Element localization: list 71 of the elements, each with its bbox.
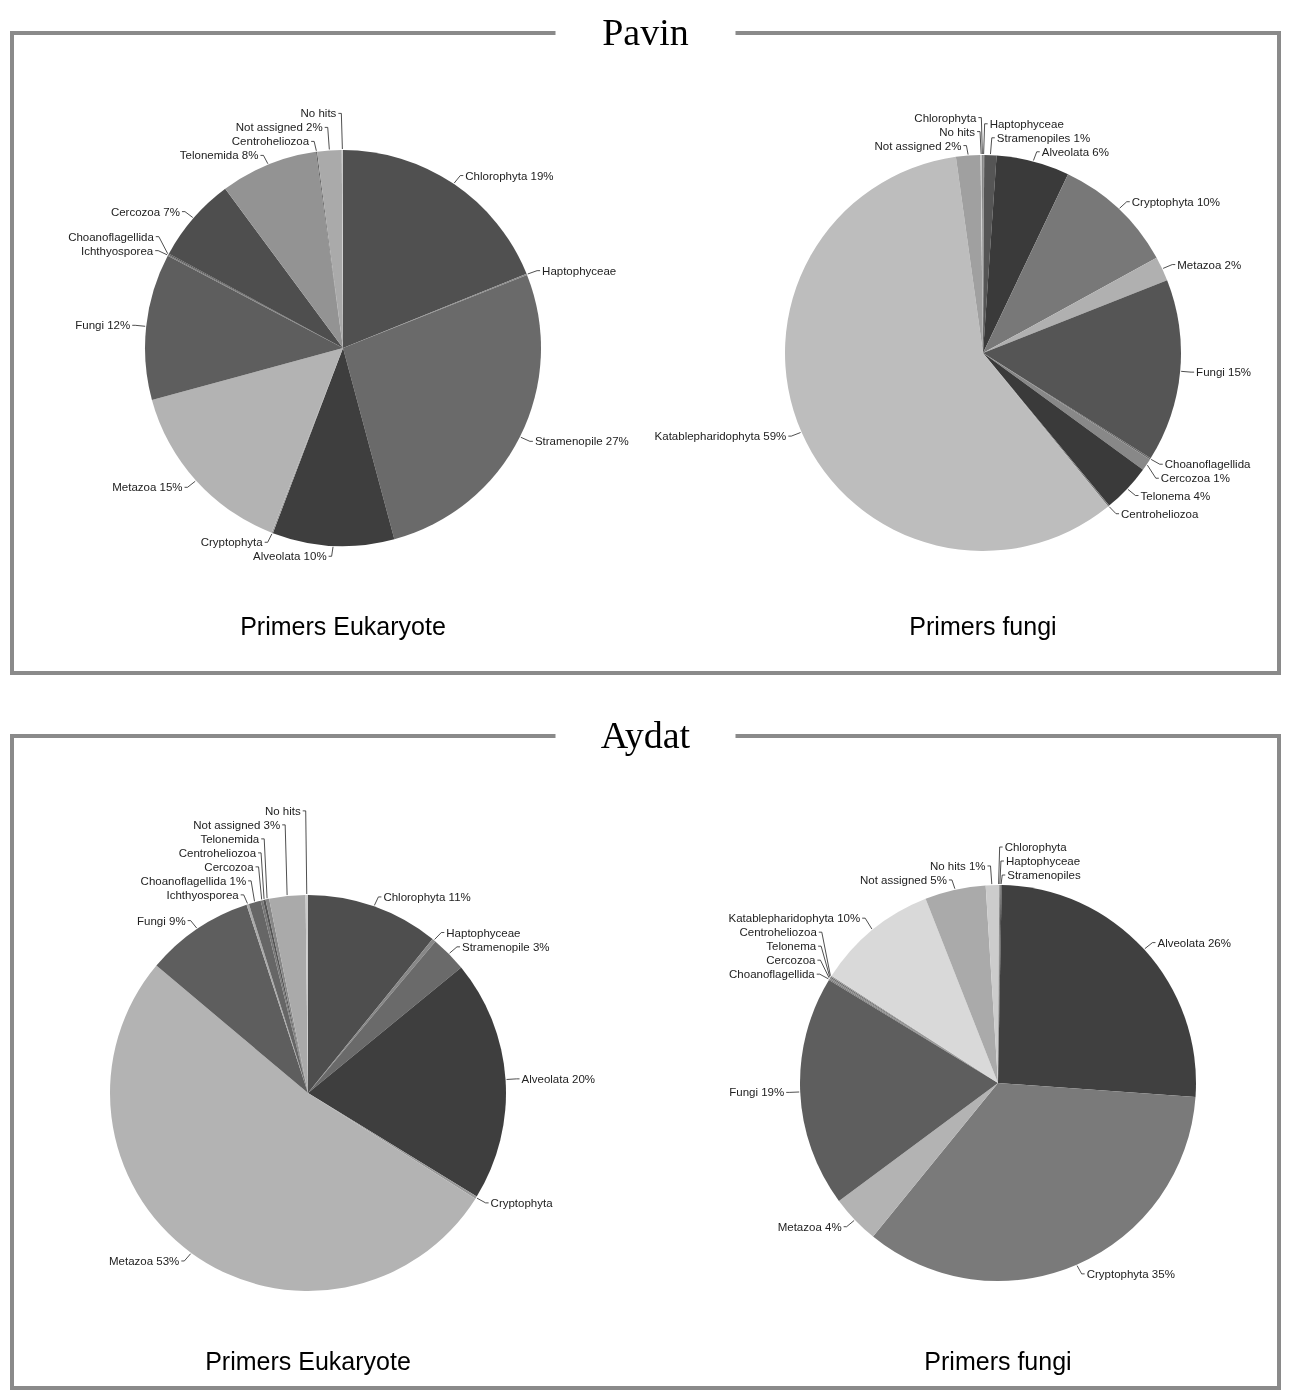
slice-label: Alveolata 6% [1041, 145, 1109, 158]
text: Aydat [600, 714, 691, 756]
text: Primers fungi [924, 1347, 1072, 1375]
slice-label: Not assigned 5% [859, 873, 947, 886]
slice-label: Metazoa 4% [777, 1220, 842, 1233]
slice-label: Chlorophyta [914, 111, 977, 124]
slice-label: Metazoa 53% [109, 1255, 180, 1267]
slice-label: Choanoflagellida [68, 230, 155, 243]
slice-label: Haptophyceae [446, 926, 521, 939]
slice-label: Centroheliozoa [231, 135, 310, 148]
slice-label: Telonemida 8% [179, 149, 259, 162]
slice-label: Stramenopiles 1% [996, 131, 1091, 144]
slice-label: Haptophyceae [989, 117, 1064, 130]
slice-label: Alveolata 10% [253, 550, 327, 563]
slice-label: Stramenopiles [1007, 869, 1081, 882]
slice-label: Katablepharidophyta 10% [728, 912, 861, 925]
slice-label: Centroheliozoa [178, 846, 257, 859]
slice-label: Cryptophyta [200, 536, 264, 549]
slice-label: Telonemida [200, 832, 260, 845]
slice-label: Fungi 12% [75, 319, 131, 332]
slice-label: Not assigned 2% [235, 121, 323, 134]
text: Primers Eukaryote [205, 1347, 411, 1375]
slice-label: Fungi 9% [137, 914, 186, 927]
slice-label: Metazoa 2% [1177, 258, 1242, 271]
slice-label: No hits [939, 125, 976, 138]
slice-label: No hits [264, 804, 301, 817]
slice-label: Cercozoa 1% [1160, 472, 1230, 485]
pie-slice [272, 348, 395, 546]
slice-label: Fungi 19% [729, 1086, 785, 1099]
text: Primers Eukaryote [240, 612, 446, 640]
pie-slice [983, 257, 1168, 353]
pie-slice [785, 156, 1109, 551]
slice-label: Stramenopile 3% [461, 940, 550, 953]
slice-label: Not assigned 2% [874, 139, 962, 152]
slice-label: Cryptophyta [490, 1196, 554, 1209]
slice-label: Chlorophyta [1004, 841, 1068, 854]
text: Primers fungi [909, 612, 1057, 640]
slice-label: No hits 1% [929, 859, 986, 872]
slice-label: Cryptophyta 35% [1086, 1267, 1175, 1280]
slice-label: Alveolata 20% [521, 1072, 596, 1085]
text: Pavin [602, 11, 689, 53]
slice-label: Choanoflagellida [1164, 458, 1252, 471]
slice-label: Choanoflagellida 1% [140, 874, 247, 887]
slice-label: Fungi 15% [1196, 366, 1252, 379]
slice-label: Centroheliozoa [1121, 507, 1199, 520]
slice-label: Stramenopile 27% [534, 435, 629, 448]
pie-slice [110, 965, 476, 1291]
slice-label: Metazoa 15% [112, 481, 183, 494]
pie-slice [983, 280, 1181, 459]
pie-slice [145, 255, 343, 400]
slice-label: Choanoflagellida [729, 968, 816, 981]
pie-slice [800, 979, 998, 1201]
slice-label: Katablepharidophyta 59% [654, 430, 787, 443]
slice-label: Cercozoa [204, 860, 255, 873]
slice-label: Cercozoa 7% [110, 205, 180, 218]
slice-label: Alveolata 26% [1157, 936, 1231, 949]
slice-label: Chlorophyta 19% [465, 169, 554, 182]
slice-label: Centroheliozoa [739, 926, 818, 939]
pie-slice [308, 967, 506, 1197]
slice-label: Not assigned 3% [193, 818, 281, 831]
slice-label: Ichthyosporea [80, 244, 154, 257]
slice-label: Cryptophyta 10% [1131, 195, 1220, 208]
slice-label: Chlorophyta 11% [383, 890, 471, 903]
slice-label: Haptophyceae [542, 264, 617, 277]
pie-slice [873, 1083, 1196, 1281]
slice-label: Haptophyceae [1005, 855, 1081, 868]
slice-label: No hits [300, 107, 337, 120]
slice-label: Cercozoa [766, 954, 817, 967]
slice-label: Telonema [766, 940, 817, 953]
slice-label: Telonema 4% [1140, 489, 1211, 502]
slice-label: Ichthyosporea [166, 888, 240, 901]
